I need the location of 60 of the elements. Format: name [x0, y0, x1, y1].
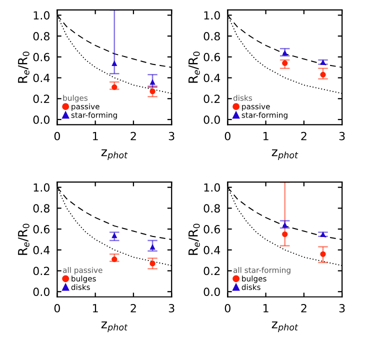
y-tick-label: 1.0: [34, 183, 50, 192]
x-tick-label: 1: [263, 132, 268, 140]
y-tick-label: 0.8: [204, 204, 220, 213]
x-tick-label: 1: [93, 132, 98, 140]
y-tick-label: 0.2: [33, 266, 50, 276]
y-tick-label: 0.8: [33, 204, 50, 213]
y-axis-title: R$_{e}$/R$_{0}$: [188, 224, 200, 255]
y-axis-title: R$_{e}$/R$_{0}$: [18, 224, 30, 255]
x-tick-label: 3: [339, 304, 345, 312]
point: [112, 84, 118, 90]
y-tick-label: 0.4: [204, 246, 220, 254]
point: [282, 60, 288, 66]
y-tick-label: 0.6: [33, 52, 50, 62]
y-tick-label: 0.2: [204, 266, 220, 276]
x-tick-label: 2: [301, 132, 306, 140]
x-tick-label: 2: [130, 304, 136, 312]
point: [150, 260, 156, 266]
x-tick-label: 2: [130, 132, 136, 140]
y-tick-label: 0.6: [204, 225, 220, 234]
point: [150, 79, 156, 85]
x-tick-label: 3: [168, 304, 174, 312]
point: [150, 244, 156, 250]
y-tick-label: 0.6: [33, 225, 50, 234]
x-axis-title: z$_{phot}$: [101, 149, 128, 160]
y-tick-label: 1.0: [204, 11, 220, 20]
x-tick-label: 0: [54, 304, 60, 312]
point: [320, 72, 326, 78]
y-tick-label: 0.2: [33, 94, 50, 104]
x-tick-label: 0: [224, 132, 230, 140]
point: [282, 232, 288, 238]
point: [150, 88, 156, 94]
y-tick-label: 0.2: [204, 94, 220, 104]
y-tick-label: 0.0: [33, 288, 50, 296]
y-tick-label: 0.0: [204, 115, 220, 124]
y-axis-title: R$_{e}$/R$_{0}$: [188, 52, 200, 83]
x-axis-title: z$_{phot}$: [272, 149, 298, 160]
point: [112, 60, 118, 66]
point: [320, 251, 326, 257]
x-tick-label: 1: [93, 304, 98, 312]
x-tick-label: 3: [339, 132, 345, 140]
y-tick-label: 0.4: [204, 74, 220, 82]
y-tick-label: 0.8: [33, 32, 50, 40]
y-tick-label: 1.0: [204, 183, 220, 192]
y-tick-label: 0.0: [204, 288, 220, 296]
y-tick-label: 0.0: [33, 115, 50, 124]
y-tick-label: 0.8: [204, 32, 220, 40]
y-tick-label: 0.4: [33, 246, 50, 254]
point: [282, 50, 288, 56]
x-tick-label: 0: [224, 304, 230, 312]
y-tick-label: 0.4: [33, 74, 50, 82]
x-tick-label: 1: [263, 304, 268, 312]
x-tick-label: 3: [168, 132, 174, 140]
y-axis-title: R$_{e}$/R$_{0}$: [18, 52, 30, 83]
y-tick-label: 1.0: [34, 11, 50, 20]
x-axis-title: z$_{phot}$: [272, 321, 298, 332]
x-tick-label: 2: [301, 304, 306, 312]
x-axis-title: z$_{phot}$: [101, 321, 128, 332]
x-tick-label: 0: [54, 132, 60, 140]
point: [112, 256, 118, 262]
y-tick-label: 0.6: [204, 52, 220, 62]
